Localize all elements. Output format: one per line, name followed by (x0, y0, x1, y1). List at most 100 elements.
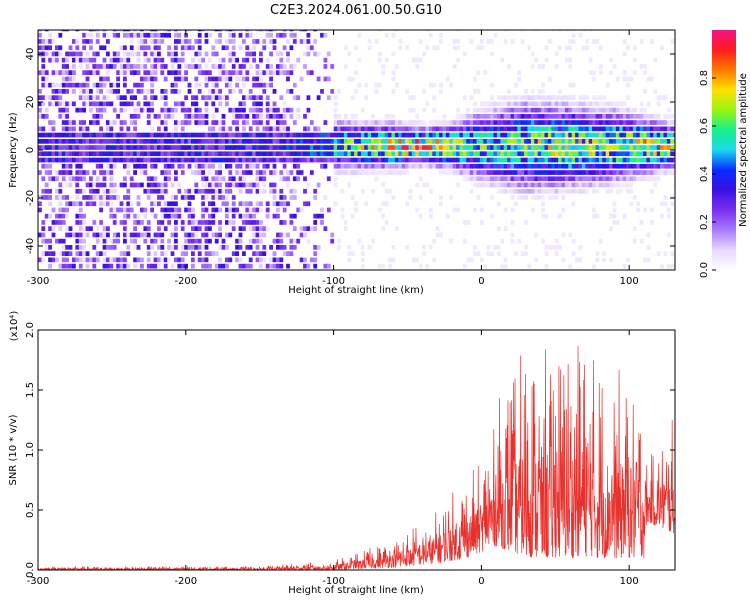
spectrogram-cell (255, 163, 260, 169)
spectrogram-cell (194, 188, 199, 194)
spectrogram-cell (360, 145, 365, 150)
spectrogram-cell (75, 57, 80, 63)
spectrogram-cell (242, 120, 246, 125)
spectrogram-cell (663, 132, 668, 138)
spectrogram-cell (493, 101, 498, 107)
spectrogram-cell (629, 157, 634, 163)
spectrogram-cell (296, 163, 301, 169)
spectrogram-cell (551, 101, 556, 107)
spectrogram-cell (541, 188, 545, 194)
spectrogram-cell (231, 114, 236, 119)
spectrogram-cell (82, 238, 86, 244)
spectrogram-cell (228, 188, 233, 194)
spectrogram-cell (184, 232, 188, 238)
spectrogram-cell (398, 170, 403, 175)
spectrogram-cell (163, 176, 168, 182)
spectrogram-cell (503, 188, 508, 194)
spectrogram-cell (449, 238, 454, 244)
spectrogram-cell (245, 32, 250, 38)
spectrogram-cell (109, 139, 114, 144)
spectrogram-cell (510, 182, 515, 188)
spectrogram-cell (622, 132, 627, 138)
spectrogram-cell (242, 226, 246, 231)
spectrogram-cell (408, 151, 413, 157)
spectrogram-cell (214, 64, 219, 69)
spectrogram-cell (401, 145, 406, 150)
spectrogram-cell (238, 76, 243, 82)
spectrogram-cell (259, 151, 263, 157)
spectrogram-cell (500, 145, 505, 150)
spectrogram-cell (184, 32, 188, 38)
spectrogram-cell (58, 151, 63, 157)
spectrogram-cell (547, 107, 552, 113)
spectrogram-cell (316, 95, 321, 100)
spectrogram-cell (174, 82, 178, 88)
spectrogram-cell (609, 114, 613, 119)
spectrogram-cell (473, 245, 477, 250)
spectrogram-cell (578, 139, 583, 144)
spectrogram-cell (320, 220, 324, 225)
spectrogram-cell (184, 207, 188, 213)
spectrogram-cell (544, 45, 549, 51)
spectrogram-cell (259, 226, 263, 231)
colorbar-tick-label: 0.4 (699, 166, 710, 182)
spectrogram-cell (432, 107, 437, 113)
spectrogram-cell (82, 245, 86, 250)
spectrogram-cell (581, 120, 586, 125)
spectrogram-cell (415, 139, 420, 144)
spectrogram-cell (296, 176, 301, 182)
spectrogram-cell (255, 132, 260, 138)
spectrogram-cell (354, 126, 358, 132)
spectrogram-cell (442, 114, 447, 119)
spectrogram-cell (133, 163, 137, 169)
spectrogram-cell (462, 51, 467, 57)
spectrogram-cell (564, 107, 569, 113)
spectrogram-cell (38, 232, 42, 238)
spectrogram-cell (612, 176, 617, 182)
spectrogram-cell (143, 226, 148, 231)
spectrogram-cell (588, 132, 593, 138)
spectrogram-cell (238, 45, 243, 51)
spectrogram-cell (364, 145, 369, 150)
spectrogram-cell (605, 145, 610, 150)
spectrogram-cell (248, 245, 253, 250)
spectrogram-cell (218, 145, 222, 150)
spectrogram-cell (153, 201, 158, 207)
spectrogram-cell (646, 120, 651, 125)
spectrogram-cell (235, 126, 239, 132)
spectrogram-cell (541, 163, 545, 169)
spectrogram-cell (41, 163, 46, 169)
spectrogram-cell (218, 176, 222, 182)
spectrogram-cell (507, 170, 511, 175)
colorbar-label: Normalized spectral amplitude (738, 73, 749, 227)
spectrogram-cell (55, 213, 59, 219)
spectrogram-cell (337, 170, 341, 175)
spectrogram-cell (408, 126, 413, 132)
spectrogram-cell (282, 45, 287, 51)
spectrogram-cell (517, 188, 522, 194)
spectrogram-cell (398, 39, 403, 44)
spectrogram-cell (228, 51, 233, 57)
spectrogram-cell (432, 82, 437, 88)
spectrogram-cell (473, 145, 477, 150)
spectrogram-cell (544, 145, 549, 150)
spectrogram-cell (265, 57, 270, 63)
spectrogram-cell (585, 120, 590, 125)
spectrogram-cell (442, 139, 447, 144)
spectrogram-cell (235, 245, 239, 250)
spectrogram-cell (367, 45, 372, 51)
spectrogram-cell (656, 145, 661, 150)
spectrogram-cell (248, 188, 253, 194)
spectrogram-cell (558, 213, 562, 219)
spectrogram-cell (479, 101, 484, 107)
spectrogram-cell (218, 226, 222, 231)
spectrogram-cell (428, 245, 433, 250)
spectrogram-cell (381, 151, 386, 157)
spectrogram-cell (51, 157, 56, 163)
spectrogram-cell (157, 195, 161, 200)
spectrogram-cell (58, 145, 63, 150)
spectrogram-cell (140, 151, 144, 157)
spectrogram-cell (116, 157, 120, 163)
spectrogram-cell (289, 114, 294, 119)
spectrogram-cell (58, 89, 63, 94)
